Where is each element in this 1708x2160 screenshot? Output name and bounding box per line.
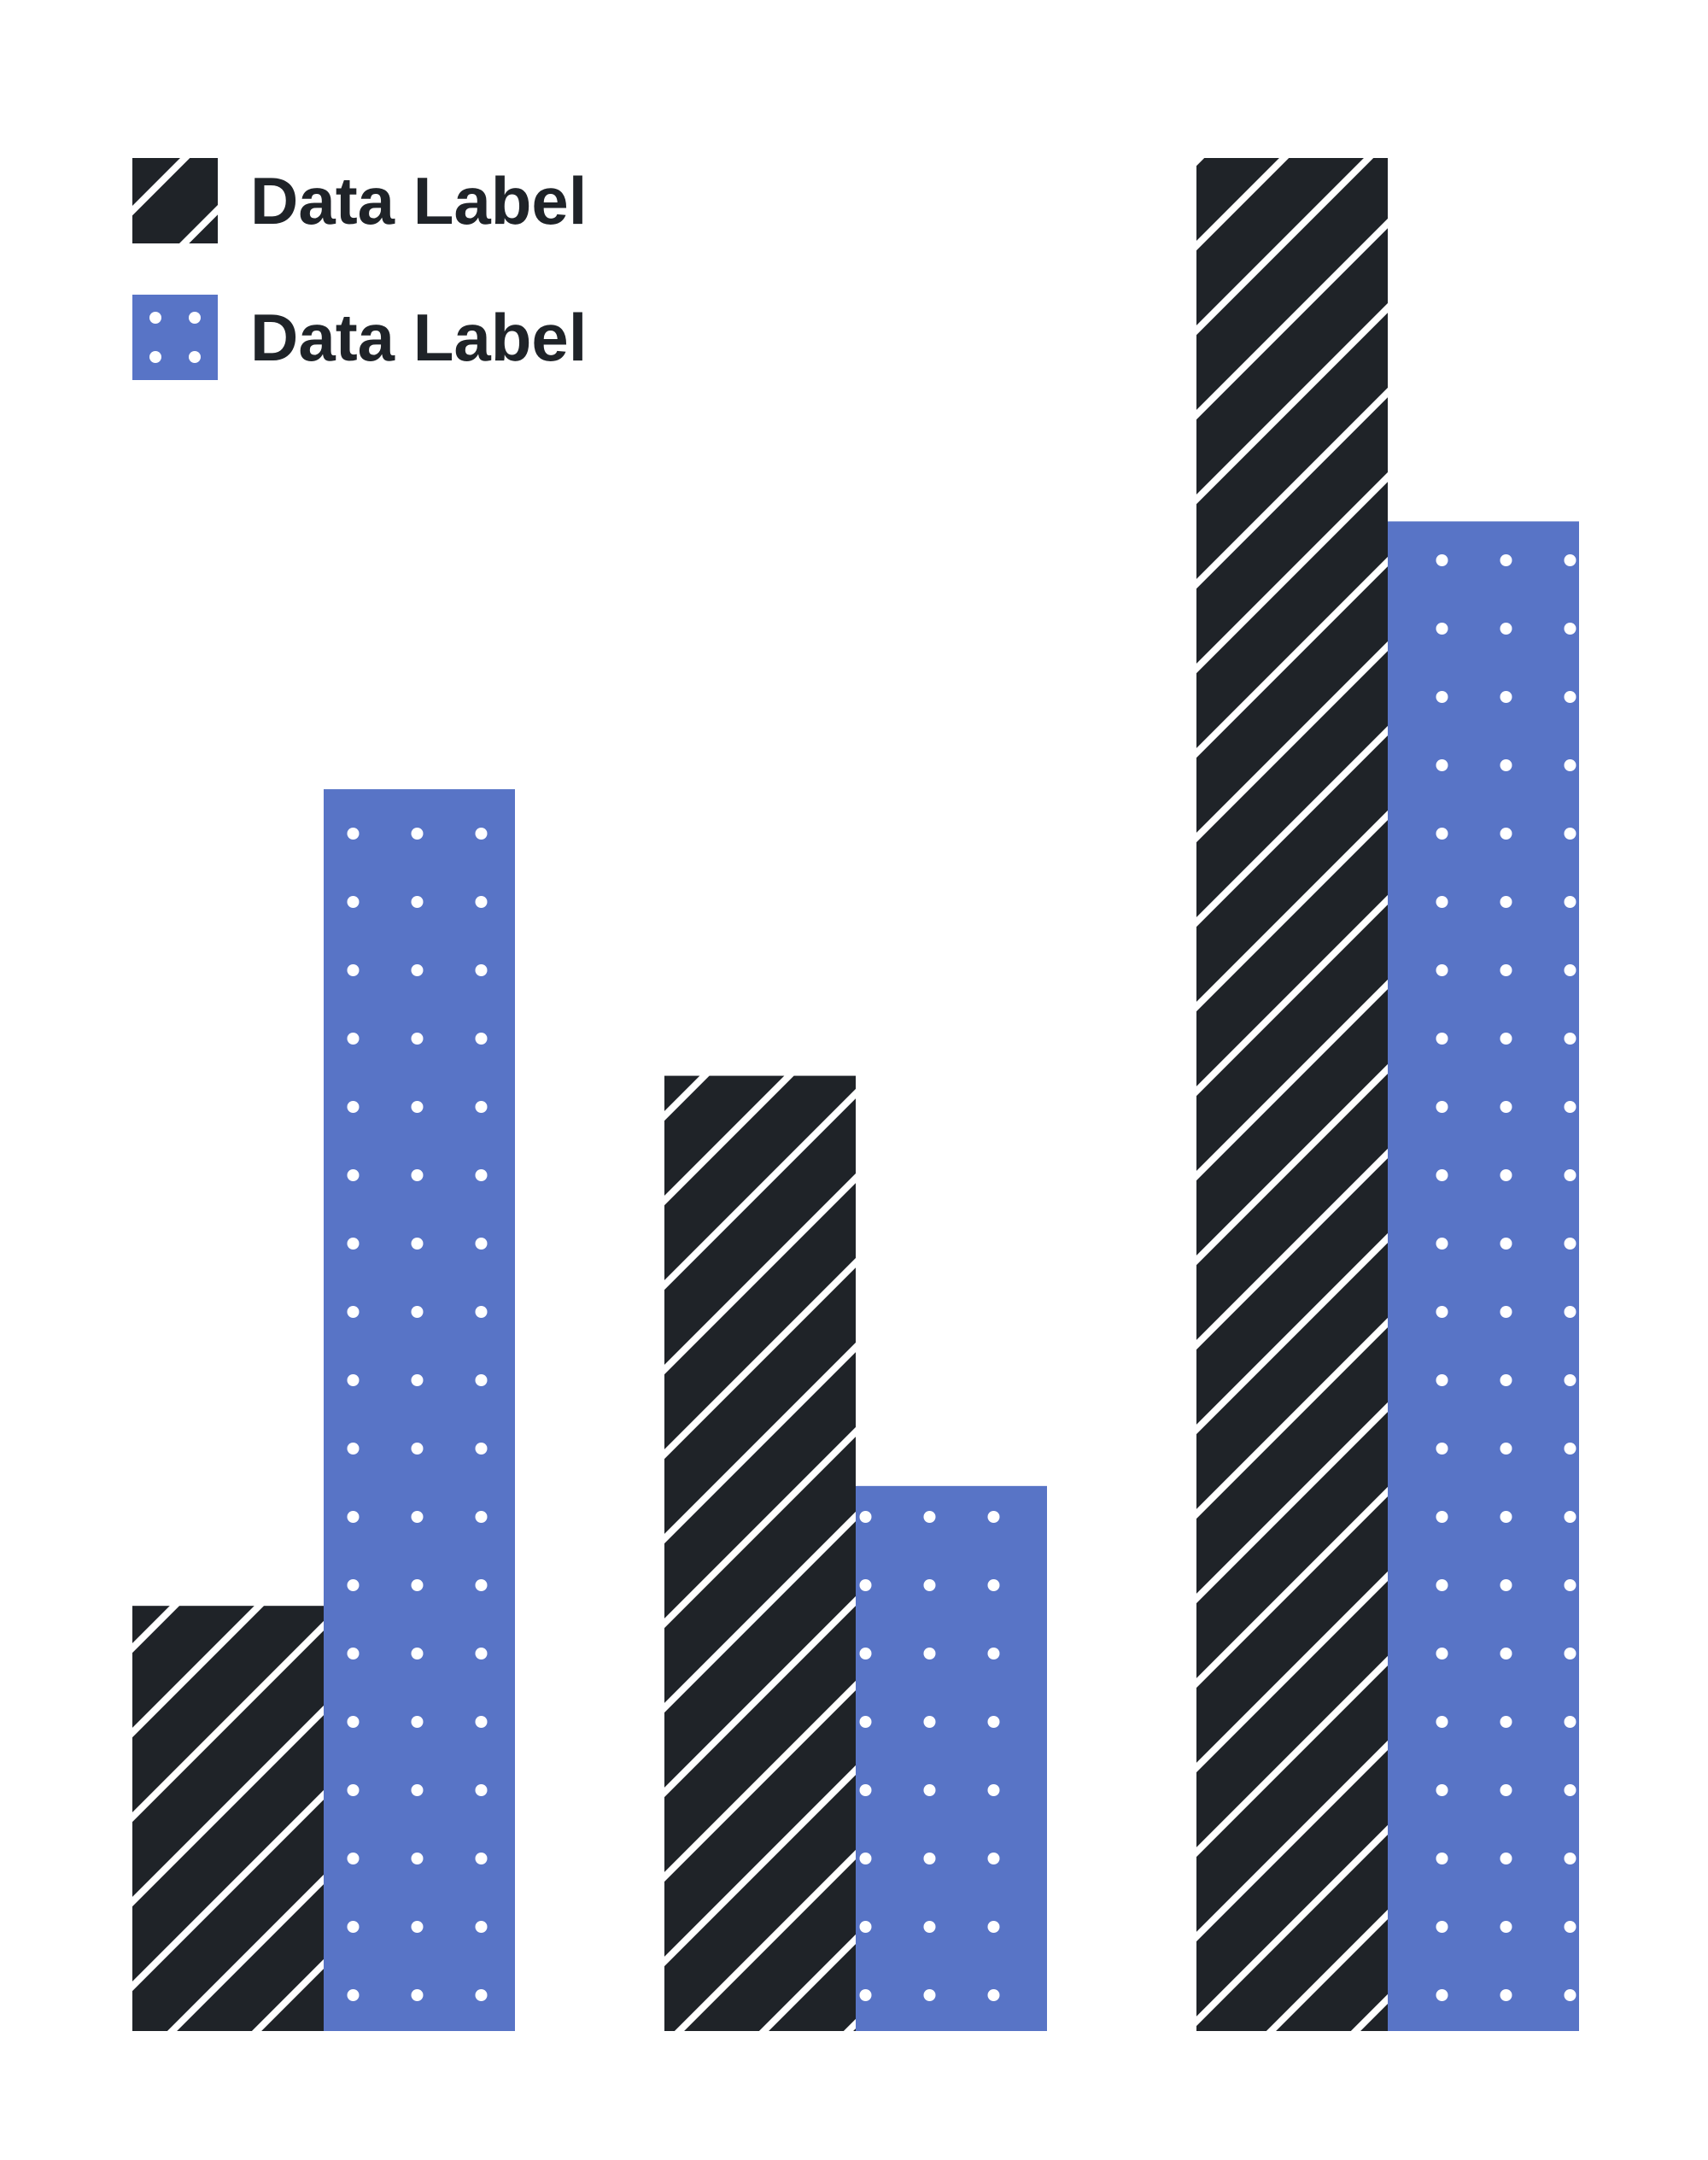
bar-series-1-group-1 bbox=[132, 1606, 324, 2031]
bar-series-1-group-3 bbox=[1196, 158, 1388, 2031]
bar-series-2-group-1 bbox=[324, 789, 515, 2031]
bar-series-2-group-3 bbox=[1388, 521, 1579, 2031]
dots-icon-dot bbox=[149, 351, 161, 363]
dots-icon-dot bbox=[149, 312, 161, 324]
dots-icon-dot bbox=[189, 351, 201, 363]
legend: Data Label Data Label bbox=[132, 158, 587, 380]
legend-item: Data Label bbox=[132, 158, 587, 243]
legend-item: Data Label bbox=[132, 295, 587, 380]
dots-icon bbox=[132, 295, 218, 380]
diagonal-stripes-icon bbox=[132, 158, 218, 243]
dots-icon-dot bbox=[189, 312, 201, 324]
bar-series-2-group-2 bbox=[856, 1485, 1047, 2031]
legend-label: Data Label bbox=[250, 163, 587, 238]
bars-group bbox=[132, 158, 1579, 2031]
bar-series-1-group-2 bbox=[664, 1075, 856, 2031]
legend-label: Data Label bbox=[250, 300, 587, 375]
